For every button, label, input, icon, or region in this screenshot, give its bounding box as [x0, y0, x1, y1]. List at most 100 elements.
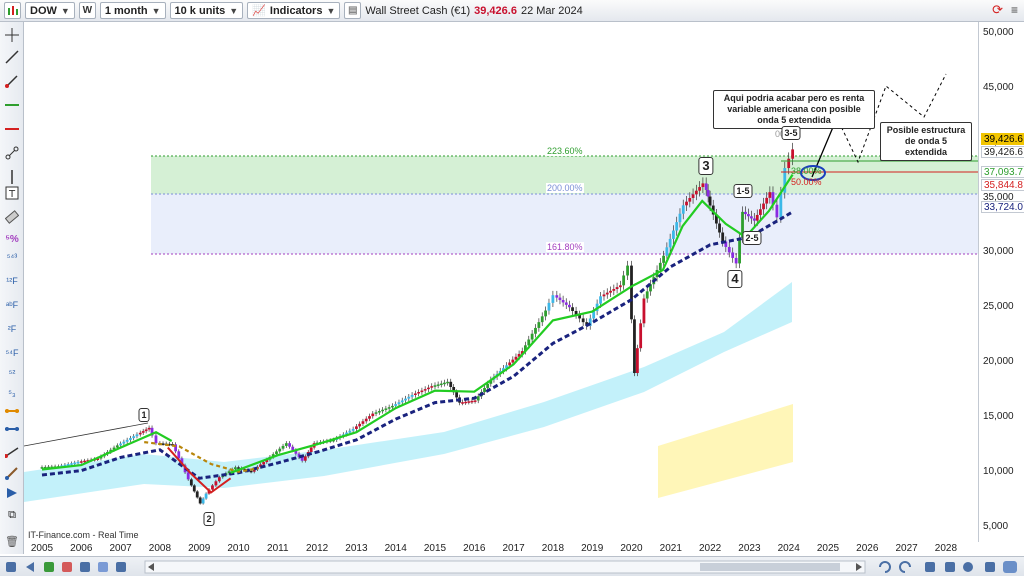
- price-badge: 37,093.7: [981, 166, 1024, 178]
- wave-label-1[interactable]: 1: [138, 408, 150, 422]
- target-note[interactable]: Aqui podria acabar pero es renta variabl…: [713, 90, 875, 129]
- wave-label-3-5[interactable]: 3-5: [781, 126, 801, 140]
- expand-icon[interactable]: [985, 562, 995, 572]
- channel-tool-icon[interactable]: [2, 144, 22, 162]
- candle-body: [303, 456, 307, 461]
- elliott-wave-icon[interactable]: ¹²F: [6, 276, 18, 286]
- trash-icon[interactable]: 🗑: [5, 535, 19, 548]
- indicators-label: Indicators: [269, 4, 323, 17]
- candle-body: [204, 493, 208, 499]
- elliott-corrective-icon[interactable]: ²F: [7, 324, 17, 334]
- candle-body: [622, 275, 626, 286]
- candle-body: [291, 446, 295, 451]
- candle-body: [787, 158, 791, 169]
- blue-line-icon[interactable]: [2, 420, 22, 438]
- candle-body: [520, 351, 524, 354]
- grid-icon[interactable]: [98, 562, 108, 572]
- scrollbar-right-arrow-icon[interactable]: [856, 563, 862, 571]
- wave-label-1-5[interactable]: 1-5: [733, 184, 753, 198]
- brush-icon[interactable]: [2, 464, 22, 482]
- line-tool-icon[interactable]: [2, 48, 22, 66]
- price-tick-label: 5,000: [983, 520, 1009, 532]
- arrow-marker-icon[interactable]: [2, 484, 22, 502]
- candle-body: [368, 416, 371, 419]
- wave-label-2-5[interactable]: 2-5: [742, 231, 762, 245]
- wave-label-3[interactable]: 3: [698, 157, 714, 175]
- crosshair-icon[interactable]: [2, 26, 22, 44]
- candle-body: [615, 287, 619, 289]
- compare-icon[interactable]: [116, 562, 126, 572]
- top-toolbar: DOW ▼ W 1 month ▼ 10 k units ▼ 📈 Indicat…: [0, 0, 1024, 22]
- waves-icon[interactable]: ⁵²: [8, 368, 16, 378]
- window-menu-icon[interactable]: ≡: [1010, 3, 1018, 17]
- candle-body: [701, 183, 705, 188]
- arrow-tool-icon[interactable]: [2, 72, 22, 90]
- price-tick-label: 20,000: [983, 356, 1014, 368]
- candle-body: [138, 432, 142, 435]
- wave-label-2[interactable]: 2: [203, 512, 215, 526]
- waves-alt-icon[interactable]: ⁵₃: [8, 388, 16, 398]
- candle-body: [284, 443, 288, 446]
- candle-body: [233, 467, 237, 470]
- link-icon[interactable]: [1003, 561, 1017, 573]
- market-name: Wall Street Cash (€1): [365, 4, 471, 17]
- fit-icon[interactable]: [80, 562, 90, 572]
- trend-angle-icon[interactable]: [2, 442, 22, 460]
- structure-note[interactable]: Posible estructura de onda 5 extendida: [880, 122, 972, 161]
- scroll-left-icon[interactable]: [26, 562, 34, 572]
- price-badge: 39,426.6: [981, 146, 1024, 158]
- print-icon[interactable]: [925, 562, 935, 572]
- elliott-impulse-icon[interactable]: ⁵⁴F: [5, 348, 19, 358]
- candle-body: [252, 469, 256, 472]
- fibonacci-fan-icon[interactable]: ⁵⁴³: [6, 252, 18, 262]
- timeframe-selector[interactable]: 1 month ▼: [99, 2, 166, 19]
- save-icon[interactable]: [945, 562, 955, 572]
- candle-body: [132, 436, 136, 439]
- search-icon[interactable]: [963, 562, 973, 572]
- vertical-line-icon[interactable]: [2, 168, 22, 186]
- market-info-icon[interactable]: ▤: [344, 2, 362, 19]
- undo-icon[interactable]: [879, 561, 891, 573]
- clone-icon[interactable]: ⧉: [8, 508, 16, 521]
- candle-body: [413, 393, 417, 395]
- period-badge[interactable]: W: [78, 2, 96, 19]
- candle-body: [364, 418, 368, 422]
- instrument-selector[interactable]: DOW ▼: [25, 2, 75, 19]
- redo-icon[interactable]: [899, 561, 911, 573]
- units-selector[interactable]: 10 k units ▼: [169, 2, 244, 19]
- moving-average-short-a: [41, 430, 173, 471]
- scrollbar-thumb[interactable]: [700, 563, 840, 571]
- horizontal-line-icon[interactable]: [2, 96, 22, 114]
- horizontal-scrollbar[interactable]: [144, 560, 866, 574]
- fib-level-200-label: 200.00%: [546, 183, 584, 193]
- zoom-out-icon[interactable]: [62, 562, 72, 572]
- candle-body: [561, 300, 565, 303]
- horizontal-red-line-icon[interactable]: [2, 120, 22, 138]
- candle-body: [755, 214, 759, 221]
- elliott-abc-icon[interactable]: ᵃᵇF: [5, 300, 19, 310]
- text-tool-icon[interactable]: T: [2, 184, 22, 202]
- candle-body: [483, 387, 486, 393]
- instrument-label: DOW: [30, 4, 57, 17]
- wave-label-4[interactable]: 4: [727, 270, 743, 288]
- ruler-icon[interactable]: [2, 208, 22, 226]
- price-axis[interactable]: 50,00045,00040,00035,00030,00025,00020,0…: [978, 22, 1024, 542]
- candle-body: [186, 472, 190, 480]
- price-chart[interactable]: 223.60% 200.00% 161.80% 00% 38.00% 50.00…: [23, 22, 989, 542]
- time-axis[interactable]: 2005 2006 2007 2008 2009 2010 2011 2012 2013 2014…: [24, 542, 978, 556]
- indicators-button[interactable]: 📈 Indicators ▼: [247, 2, 341, 19]
- orange-line-icon[interactable]: [2, 402, 22, 420]
- chart-type-icon[interactable]: [4, 2, 21, 19]
- zoom-in-icon[interactable]: [44, 562, 54, 572]
- candle-body: [391, 405, 394, 408]
- scrollbar-left-arrow-icon[interactable]: [148, 563, 154, 571]
- candle-body: [464, 401, 468, 404]
- small-fib-38-label: 38.00%: [791, 166, 822, 176]
- price-tick-label: 30,000: [983, 246, 1014, 258]
- candle-body: [540, 316, 544, 323]
- sync-icon[interactable]: ⟳: [992, 2, 1003, 17]
- indicators-icon: 📈: [252, 5, 266, 17]
- fibonacci-percent-icon[interactable]: ⁵%: [5, 233, 19, 245]
- candle-body: [294, 450, 298, 454]
- settings-icon[interactable]: [6, 562, 16, 572]
